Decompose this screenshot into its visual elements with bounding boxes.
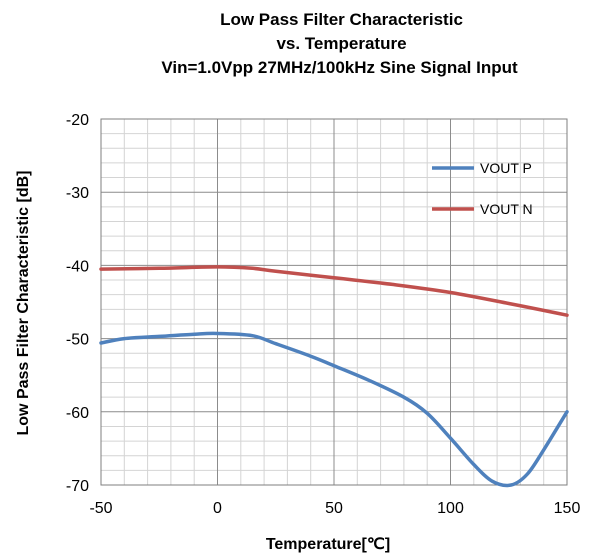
series-line-0 [99, 331, 569, 488]
data-series [99, 265, 569, 488]
chart-title: Low Pass Filter Characteristic vs. Tempe… [0, 8, 593, 80]
plot-area-frame [100, 118, 568, 486]
y-axis-label: Low Pass Filter Characteristic [dB] [15, 171, 32, 436]
title-line-1: Low Pass Filter Characteristic [220, 10, 463, 29]
x-tick-label: 150 [554, 500, 581, 517]
x-tick-label: 0 [213, 500, 222, 517]
x-tick-label: 50 [325, 500, 343, 517]
y-axis-ticks: -20 -30 -40 -50 -60 -70 [66, 112, 89, 495]
legend: VOUT P VOUT N [432, 160, 533, 217]
y-tick-label: -60 [66, 405, 89, 422]
legend-label-0: VOUT P [480, 160, 532, 176]
title-line-2: vs. Temperature [276, 34, 407, 53]
y-tick-label: -50 [66, 332, 89, 349]
x-axis-label: Temperature[℃] [266, 536, 390, 553]
y-tick-label: -70 [66, 478, 89, 495]
x-axis-ticks: -50 0 50 100 150 [89, 500, 580, 517]
y-tick-label: -40 [66, 258, 89, 275]
x-tick-label: -50 [89, 500, 112, 517]
legend-label-1: VOUT N [480, 201, 533, 217]
x-tick-label: 100 [437, 500, 464, 517]
y-tick-label: -20 [66, 112, 89, 129]
title-line-3: Vin=1.0Vpp 27MHz/100kHz Sine Signal Inpu… [161, 58, 518, 77]
series-line-1 [99, 265, 569, 317]
y-tick-label: -30 [66, 185, 89, 202]
